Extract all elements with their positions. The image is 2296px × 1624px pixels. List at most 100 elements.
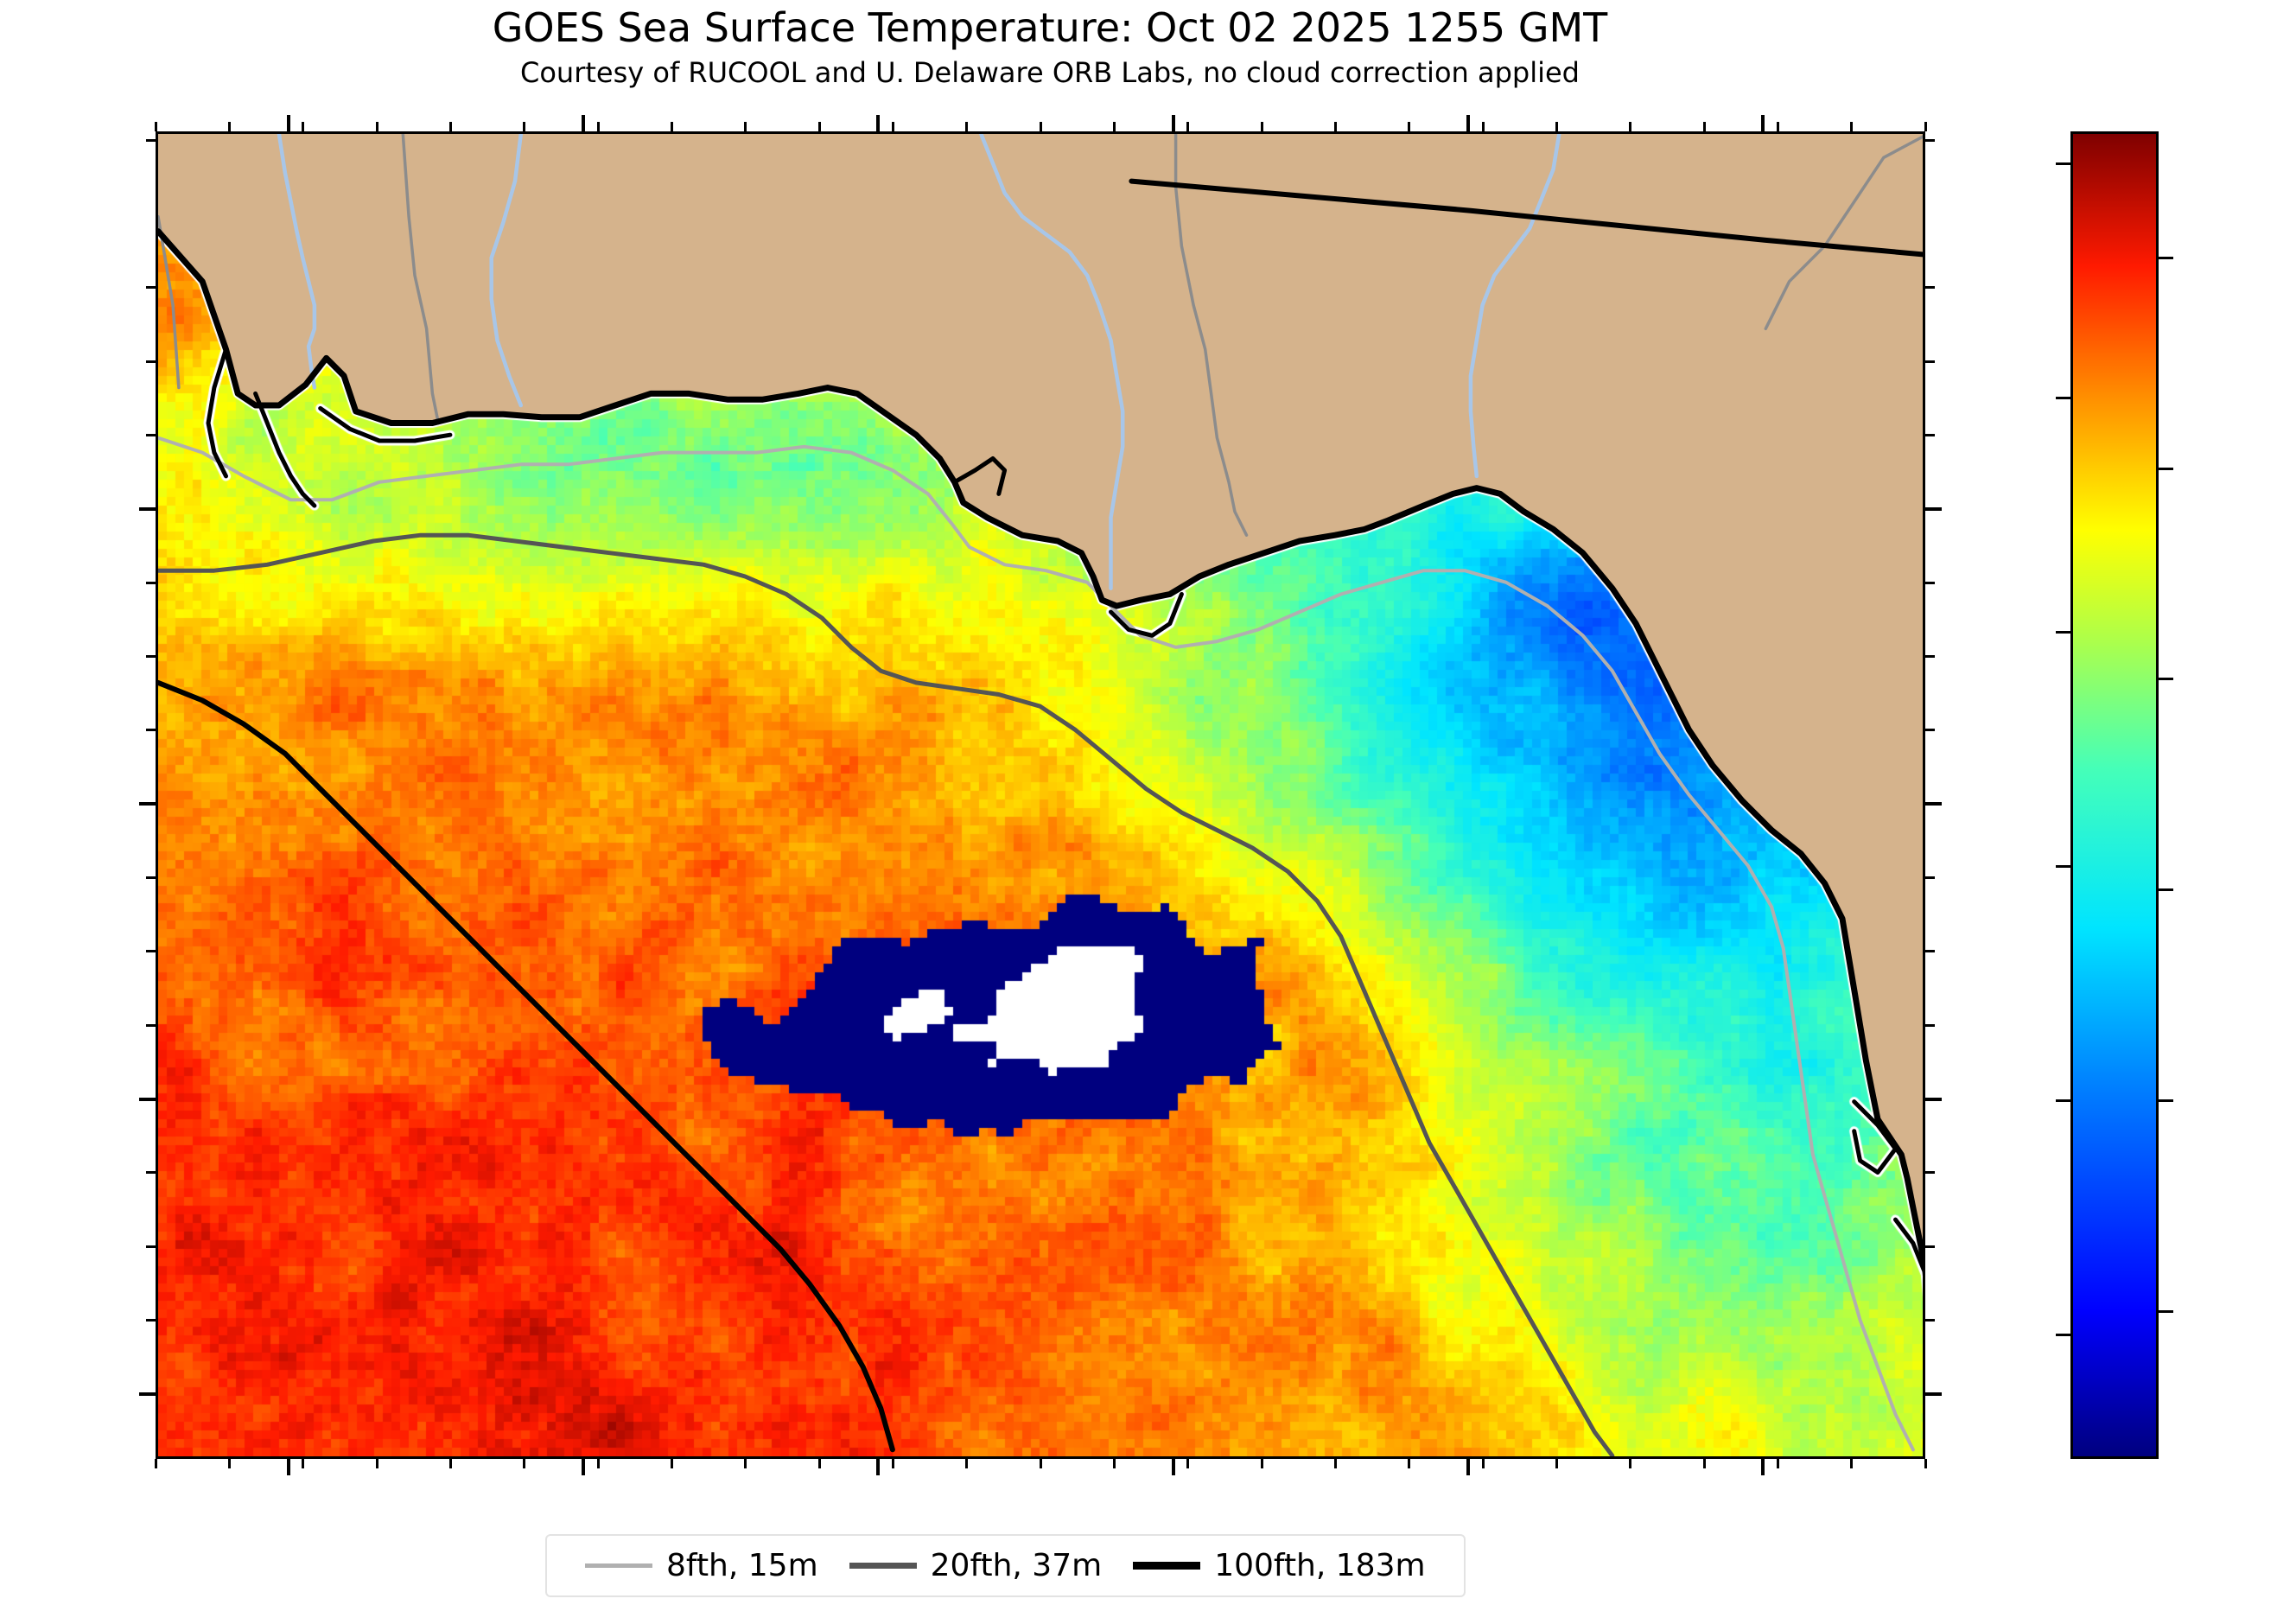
x-tick-minor [744, 122, 747, 131]
x-tick-minor [596, 122, 600, 131]
colorbar[interactable] [2070, 131, 2159, 1459]
y-tick-minor [1925, 360, 1935, 363]
y-tick-minor [146, 729, 156, 732]
sst-raster [158, 134, 1923, 1456]
x-tick-minor [523, 122, 526, 131]
y-tick-major [139, 802, 156, 806]
title-block: GOES Sea Surface Temperature: Oct 02 202… [0, 7, 2100, 88]
y-tick-minor [146, 1319, 156, 1322]
y-tick-minor [146, 286, 156, 290]
y-tick-minor [1925, 1171, 1935, 1175]
x-tick-minor [1776, 122, 1779, 131]
x-tick-minor [1481, 122, 1485, 131]
x-tick-major [286, 1459, 290, 1475]
legend-entry[interactable]: 8fth, 15m [569, 1548, 834, 1583]
x-tick-minor [227, 122, 231, 131]
legend-entry[interactable]: 100fth, 183m [1117, 1548, 1441, 1583]
colorbar-tick-celsius [2159, 1309, 2173, 1313]
x-tick-minor [1555, 1459, 1558, 1468]
x-tick-minor [596, 1459, 600, 1468]
x-tick-major [1171, 1459, 1175, 1475]
x-tick-minor [302, 1459, 305, 1468]
colorbar-tick-fahrenheit [2056, 631, 2070, 634]
y-tick-minor [146, 1023, 156, 1027]
colorbar-tick-fahrenheit [2056, 1333, 2070, 1336]
x-tick-minor [670, 1459, 673, 1468]
legend-line-swatch [849, 1563, 917, 1569]
y-tick-minor [1925, 286, 1935, 290]
y-tick-minor [1925, 1245, 1935, 1248]
y-tick-major [139, 1097, 156, 1101]
x-tick-minor [744, 1459, 747, 1468]
x-tick-major [581, 115, 585, 131]
legend-entry[interactable]: 20fth, 37m [834, 1548, 1118, 1583]
x-tick-minor [1039, 122, 1042, 131]
x-tick-minor [1408, 1459, 1411, 1468]
bathymetry-legend[interactable]: 8fth, 15m 20fth, 37m 100fth, 183m [545, 1534, 1466, 1597]
x-tick-major [581, 1459, 585, 1475]
colorbar-gradient [2073, 134, 2156, 1456]
x-tick-minor [154, 1459, 157, 1468]
x-tick-minor [1333, 122, 1337, 131]
y-tick-minor [1925, 1319, 1935, 1322]
x-tick-minor [1186, 1459, 1190, 1468]
legend-line-swatch [1133, 1562, 1201, 1570]
x-tick-minor [1924, 122, 1927, 131]
colorbar-tick-fahrenheit [2056, 397, 2070, 400]
x-tick-major [286, 115, 290, 131]
y-tick-major [1925, 1392, 1942, 1396]
x-tick-minor [965, 1459, 969, 1468]
x-tick-minor [1333, 1459, 1337, 1468]
x-tick-major [1466, 1459, 1470, 1475]
y-tick-major [1925, 802, 1942, 806]
y-tick-minor [1925, 950, 1935, 953]
map-plot-area[interactable] [156, 131, 1925, 1459]
y-tick-major [1925, 506, 1942, 511]
x-tick-minor [1260, 1459, 1263, 1468]
x-tick-minor [817, 122, 821, 131]
x-tick-minor [1850, 1459, 1854, 1468]
legend-label: 100fth, 183m [1214, 1548, 1426, 1583]
colorbar-tick-celsius [2159, 678, 2173, 681]
x-tick-minor [1702, 122, 1706, 131]
y-tick-minor [146, 950, 156, 953]
y-tick-minor [146, 655, 156, 659]
x-tick-minor [1039, 1459, 1042, 1468]
colorbar-tick-fahrenheit [2056, 1099, 2070, 1103]
x-tick-major [1466, 115, 1470, 131]
x-tick-minor [965, 122, 969, 131]
x-tick-minor [1702, 1459, 1706, 1468]
x-tick-minor [448, 122, 452, 131]
y-tick-minor [146, 876, 156, 880]
x-tick-major [876, 1459, 881, 1475]
x-tick-minor [1408, 122, 1411, 131]
y-tick-minor [146, 434, 156, 437]
x-tick-minor [1850, 122, 1854, 131]
x-tick-major [1761, 1459, 1765, 1475]
x-tick-minor [1555, 122, 1558, 131]
colorbar-tick-celsius [2159, 1099, 2173, 1103]
x-tick-minor [302, 122, 305, 131]
y-tick-minor [146, 360, 156, 363]
y-tick-minor [146, 1245, 156, 1248]
x-tick-minor [1112, 1459, 1116, 1468]
page-subtitle: Courtesy of RUCOOL and U. Delaware ORB L… [520, 56, 1580, 90]
x-tick-minor [1112, 122, 1116, 131]
x-tick-minor [375, 122, 378, 131]
x-tick-minor [1629, 122, 1632, 131]
legend-label: 20fth, 37m [930, 1548, 1103, 1583]
y-tick-minor [146, 138, 156, 142]
x-tick-minor [375, 1459, 378, 1468]
x-tick-minor [523, 1459, 526, 1468]
colorbar-tick-celsius [2159, 467, 2173, 470]
colorbar-tick-celsius [2159, 888, 2173, 892]
y-tick-major [139, 1392, 156, 1396]
x-tick-major [1761, 115, 1765, 131]
x-tick-minor [891, 1459, 894, 1468]
y-tick-minor [1925, 1023, 1935, 1027]
y-tick-minor [146, 1171, 156, 1175]
y-tick-minor [1925, 434, 1935, 437]
x-tick-major [1171, 115, 1175, 131]
y-tick-minor [1925, 729, 1935, 732]
